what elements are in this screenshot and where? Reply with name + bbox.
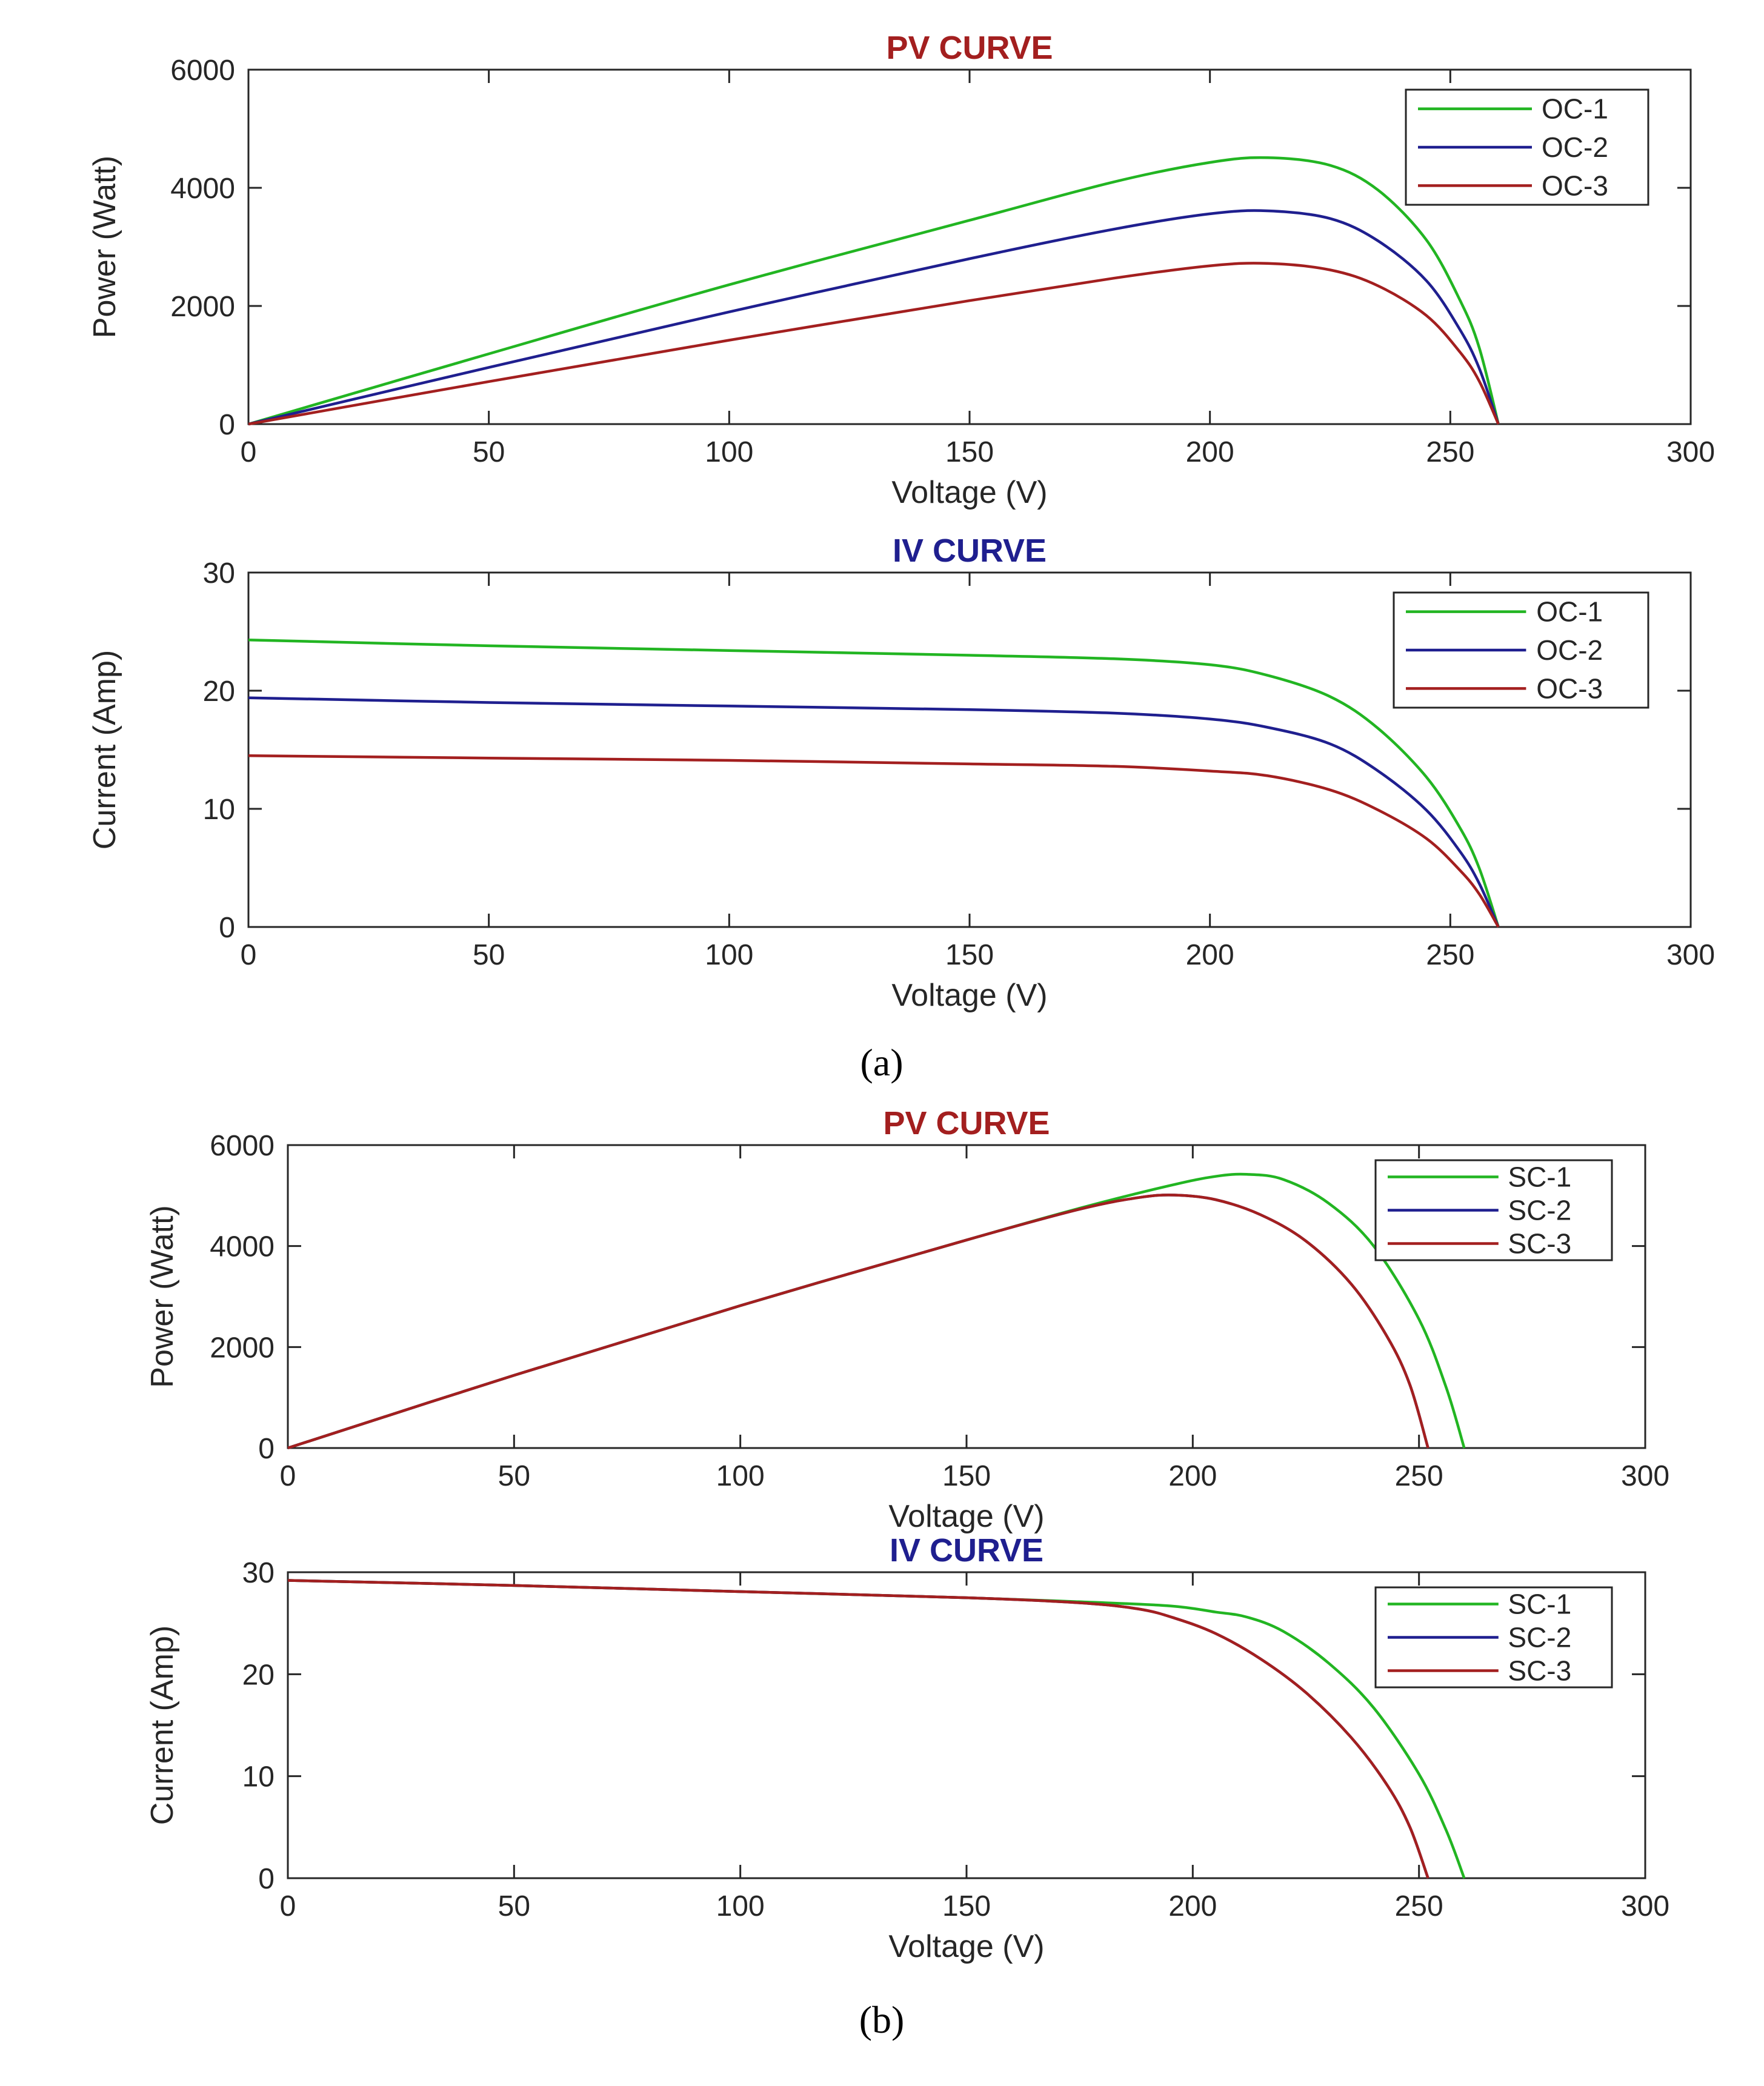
y-tick-label: 20 bbox=[242, 1659, 275, 1691]
chart-title: PV CURVE bbox=[886, 30, 1053, 66]
x-tick-label: 250 bbox=[1395, 1890, 1443, 1922]
series-line-oc-1 bbox=[248, 156, 1500, 426]
legend-label: SC-2 bbox=[1508, 1195, 1571, 1226]
series-line-sc-3 bbox=[287, 1194, 1430, 1450]
y-tick-label: 0 bbox=[258, 1433, 275, 1465]
series-line-oc-3 bbox=[248, 754, 1500, 928]
x-tick-label: 150 bbox=[945, 436, 994, 468]
legend-label: SC-3 bbox=[1508, 1228, 1571, 1260]
y-axis-label: Power (Watt) bbox=[145, 1205, 180, 1387]
y-tick-label: 6000 bbox=[210, 1130, 275, 1162]
x-tick-label: 200 bbox=[1186, 939, 1234, 971]
chart-title: PV CURVE bbox=[883, 1105, 1050, 1141]
series-line-oc-3 bbox=[248, 262, 1500, 426]
y-tick-label: 2000 bbox=[210, 1332, 275, 1364]
x-tick-label: 50 bbox=[473, 939, 505, 971]
y-tick-label: 2000 bbox=[170, 291, 235, 323]
x-tick-label: 300 bbox=[1666, 939, 1715, 971]
x-tick-label: 250 bbox=[1426, 939, 1474, 971]
y-tick-label: 0 bbox=[219, 409, 235, 441]
x-tick-label: 0 bbox=[280, 1460, 296, 1492]
x-tick-label: 100 bbox=[716, 1460, 765, 1492]
legend-label: OC-3 bbox=[1536, 673, 1603, 704]
x-tick-label: 0 bbox=[241, 436, 257, 468]
x-tick-label: 100 bbox=[716, 1890, 765, 1922]
iv-curve-chart-a: IV CURVE 0 50 100 150 200 250 300 0 10 20 30 Voltage… bbox=[87, 533, 1715, 1013]
x-tick-label: 100 bbox=[705, 436, 753, 468]
x-axis-label: Voltage (V) bbox=[891, 475, 1047, 510]
y-tick-label: 10 bbox=[203, 794, 235, 826]
legend-label: SC-2 bbox=[1508, 1622, 1571, 1653]
series-line-oc-2 bbox=[248, 696, 1500, 928]
x-tick-label: 150 bbox=[942, 1460, 991, 1492]
y-tick-label: 0 bbox=[258, 1863, 275, 1895]
legend-label: OC-2 bbox=[1536, 634, 1603, 666]
legend-label: SC-3 bbox=[1508, 1655, 1571, 1687]
legend-label: OC-1 bbox=[1542, 93, 1608, 125]
y-tick-label: 30 bbox=[242, 1557, 275, 1589]
y-tick-label: 20 bbox=[203, 676, 235, 708]
y-axis-label: Current (Amp) bbox=[145, 1626, 180, 1825]
y-axis-label: Current (Amp) bbox=[87, 650, 122, 849]
y-tick-label: 30 bbox=[203, 557, 235, 590]
x-tick-label: 50 bbox=[498, 1890, 530, 1922]
x-tick-label: 150 bbox=[942, 1890, 991, 1922]
panel-label-a: (a) bbox=[860, 1041, 903, 1084]
y-tick-label: 0 bbox=[219, 912, 235, 944]
x-tick-label: 250 bbox=[1395, 1460, 1443, 1492]
x-tick-label: 50 bbox=[473, 436, 505, 468]
x-tick-label: 250 bbox=[1426, 436, 1474, 468]
x-tick-label: 300 bbox=[1666, 436, 1715, 468]
x-tick-label: 200 bbox=[1168, 1460, 1217, 1492]
x-tick-label: 200 bbox=[1168, 1890, 1217, 1922]
series-line-oc-2 bbox=[248, 209, 1500, 426]
y-tick-label: 4000 bbox=[170, 173, 235, 205]
x-tick-label: 200 bbox=[1186, 436, 1234, 468]
legend-label: SC-1 bbox=[1508, 1161, 1571, 1193]
y-tick-label: 10 bbox=[242, 1761, 275, 1793]
iv-curve-chart-b: IV CURVE 0 50 100 150 200 250 300 0 10 20 30 Voltage… bbox=[145, 1532, 1669, 1964]
pv-curve-chart-a: PV CURVE 0 50 100 150 200 250 300 0 2000 4000 6000 V… bbox=[87, 30, 1715, 510]
legend-label: OC-1 bbox=[1536, 596, 1603, 628]
x-tick-label: 300 bbox=[1621, 1460, 1669, 1492]
panel-label-b: (b) bbox=[859, 1998, 905, 2041]
series-line-oc-1 bbox=[248, 638, 1500, 928]
x-axis-label: Voltage (V) bbox=[888, 1929, 1044, 1964]
x-tick-label: 150 bbox=[945, 939, 994, 971]
chart-title: IV CURVE bbox=[893, 533, 1047, 569]
x-tick-label: 0 bbox=[241, 939, 257, 971]
chart-title: IV CURVE bbox=[890, 1532, 1043, 1569]
y-tick-label: 6000 bbox=[170, 55, 235, 87]
legend-label: OC-2 bbox=[1542, 131, 1608, 163]
x-axis-label: Voltage (V) bbox=[888, 1499, 1044, 1534]
x-axis-label: Voltage (V) bbox=[891, 978, 1047, 1013]
x-tick-label: 0 bbox=[280, 1890, 296, 1922]
series-line-sc-3 bbox=[287, 1579, 1430, 1879]
y-axis-label: Power (Watt) bbox=[87, 156, 122, 338]
x-tick-label: 300 bbox=[1621, 1890, 1669, 1922]
legend-label: SC-1 bbox=[1508, 1589, 1571, 1620]
legend-label: OC-3 bbox=[1542, 170, 1608, 201]
x-tick-label: 50 bbox=[498, 1460, 530, 1492]
x-tick-label: 100 bbox=[705, 939, 753, 971]
y-tick-label: 4000 bbox=[210, 1231, 275, 1263]
pv-curve-chart-b: PV CURVE 0 50 100 150 200 250 300 0 2000 4000 6000 V… bbox=[145, 1105, 1669, 1534]
